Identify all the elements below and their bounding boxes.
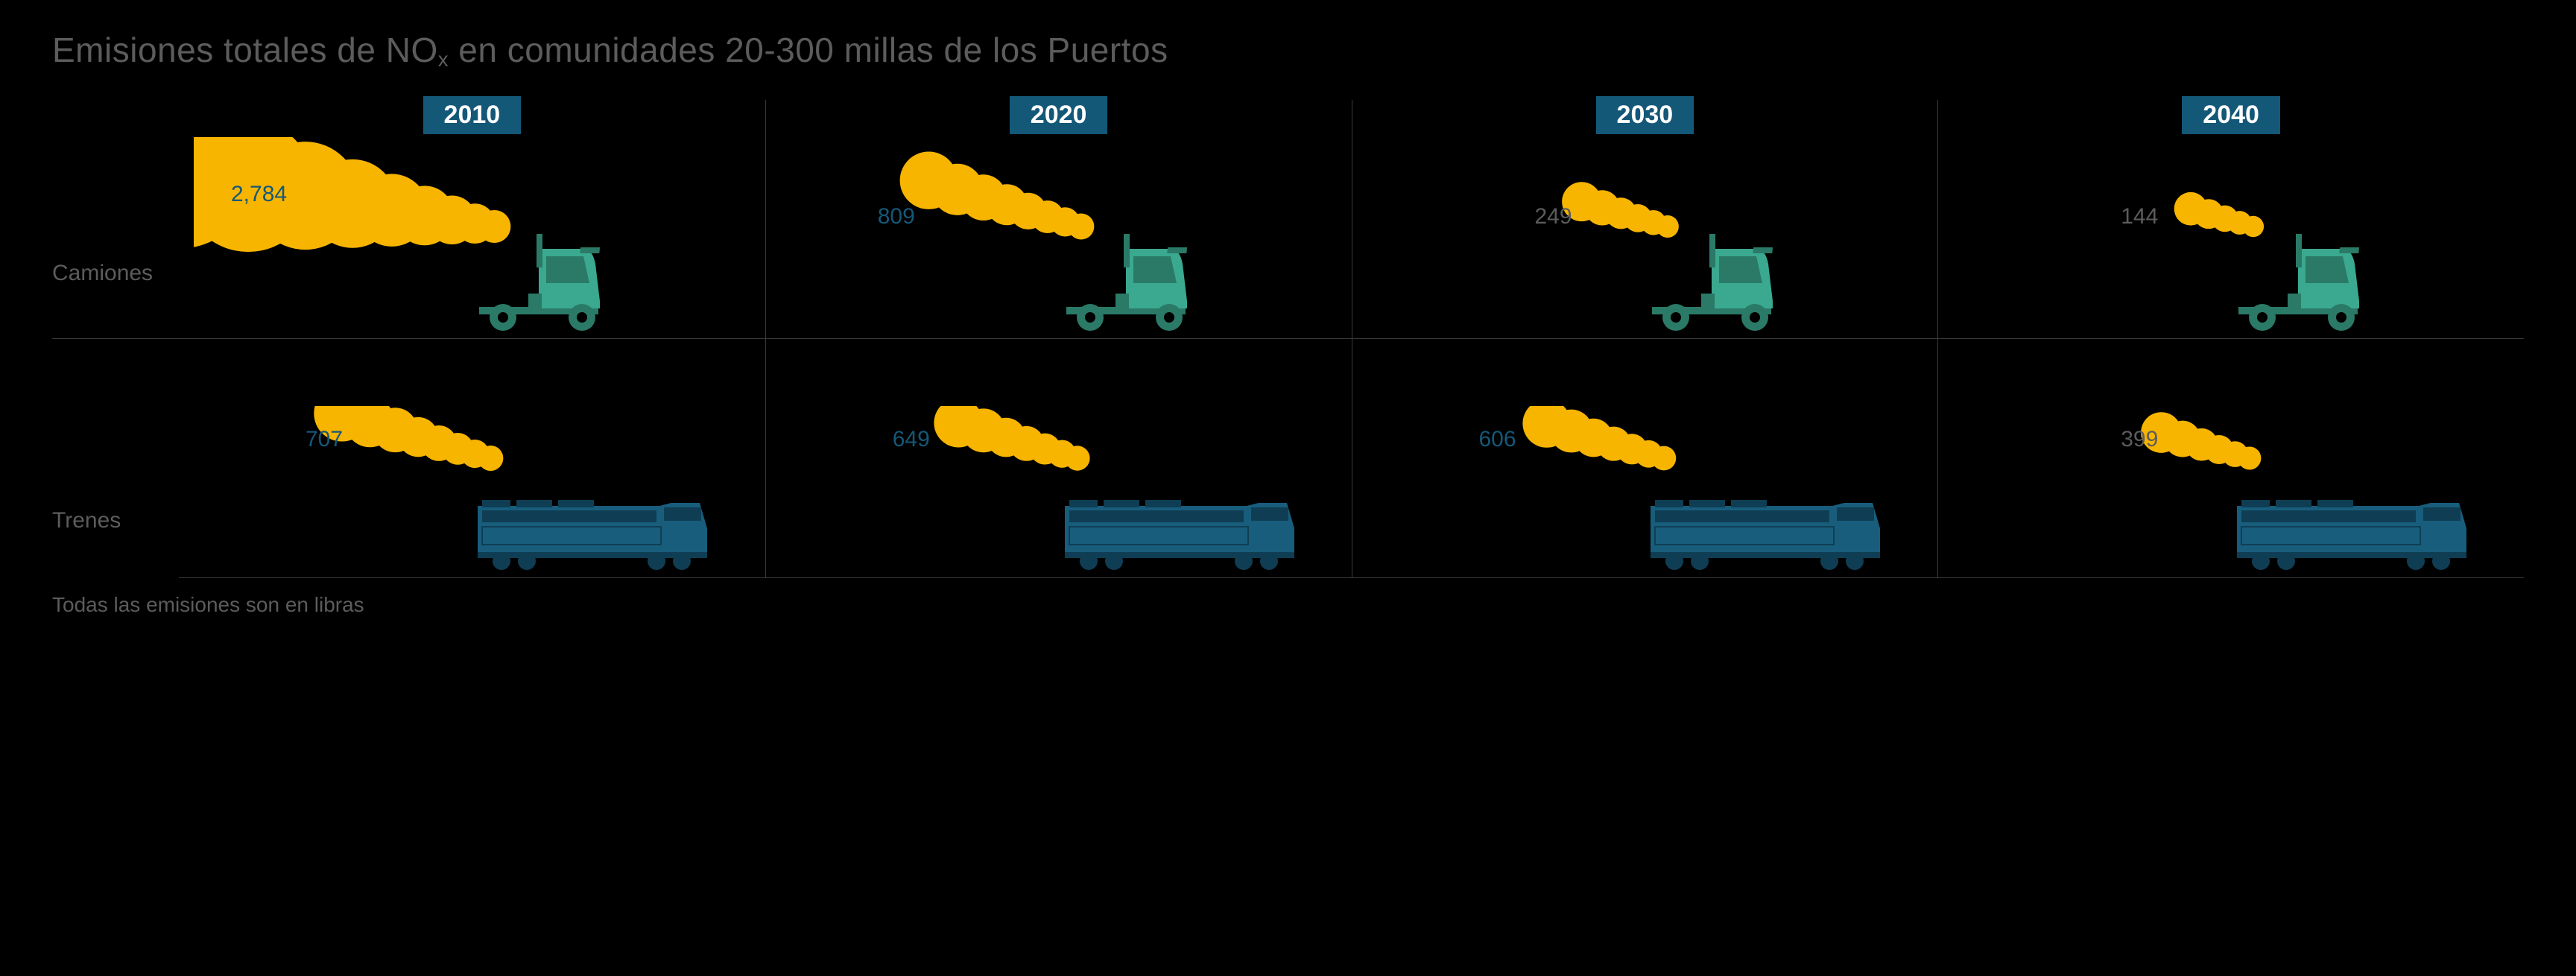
train-cell: 649 bbox=[765, 339, 1352, 578]
truck-cell: 2030 249 bbox=[1352, 100, 1938, 339]
year-badge: 2010 bbox=[423, 96, 522, 134]
chart-footnote: Todas las emisiones son en libras bbox=[52, 593, 2524, 617]
row-label-trucks: Camiones bbox=[52, 261, 179, 339]
truck-icon bbox=[1059, 234, 1193, 331]
train-icon bbox=[472, 481, 710, 570]
truck-cell: 2010 2,784 bbox=[179, 100, 765, 339]
row-label-trains: Trenes bbox=[52, 508, 179, 578]
train-icon bbox=[1059, 481, 1297, 570]
train-value: 649 bbox=[893, 427, 930, 452]
truck-value: 2,784 bbox=[231, 182, 287, 207]
train-icon bbox=[2231, 481, 2469, 570]
chart-title: Emisiones totales de NOx en comunidades … bbox=[52, 30, 2524, 70]
truck-icon bbox=[1645, 234, 1779, 331]
train-cell: 606 bbox=[1352, 339, 1938, 578]
train-value: 606 bbox=[1479, 427, 1516, 452]
truck-icon bbox=[2231, 234, 2365, 331]
truck-icon bbox=[472, 234, 606, 331]
train-value: 707 bbox=[306, 427, 343, 452]
truck-cell: 2040 144 bbox=[1937, 100, 2524, 339]
truck-value: 809 bbox=[878, 204, 915, 229]
truck-value: 249 bbox=[1535, 204, 1572, 229]
train-cell: 707 bbox=[179, 339, 765, 578]
year-badge: 2030 bbox=[1596, 96, 1694, 134]
truck-cell: 2020 809 bbox=[765, 100, 1352, 339]
train-icon bbox=[1645, 481, 1883, 570]
year-badge: 2020 bbox=[1010, 96, 1108, 134]
train-cell: 399 bbox=[1937, 339, 2524, 578]
year-badge: 2040 bbox=[2182, 96, 2280, 134]
train-value: 399 bbox=[2121, 427, 2158, 452]
truck-value: 144 bbox=[2121, 204, 2158, 229]
